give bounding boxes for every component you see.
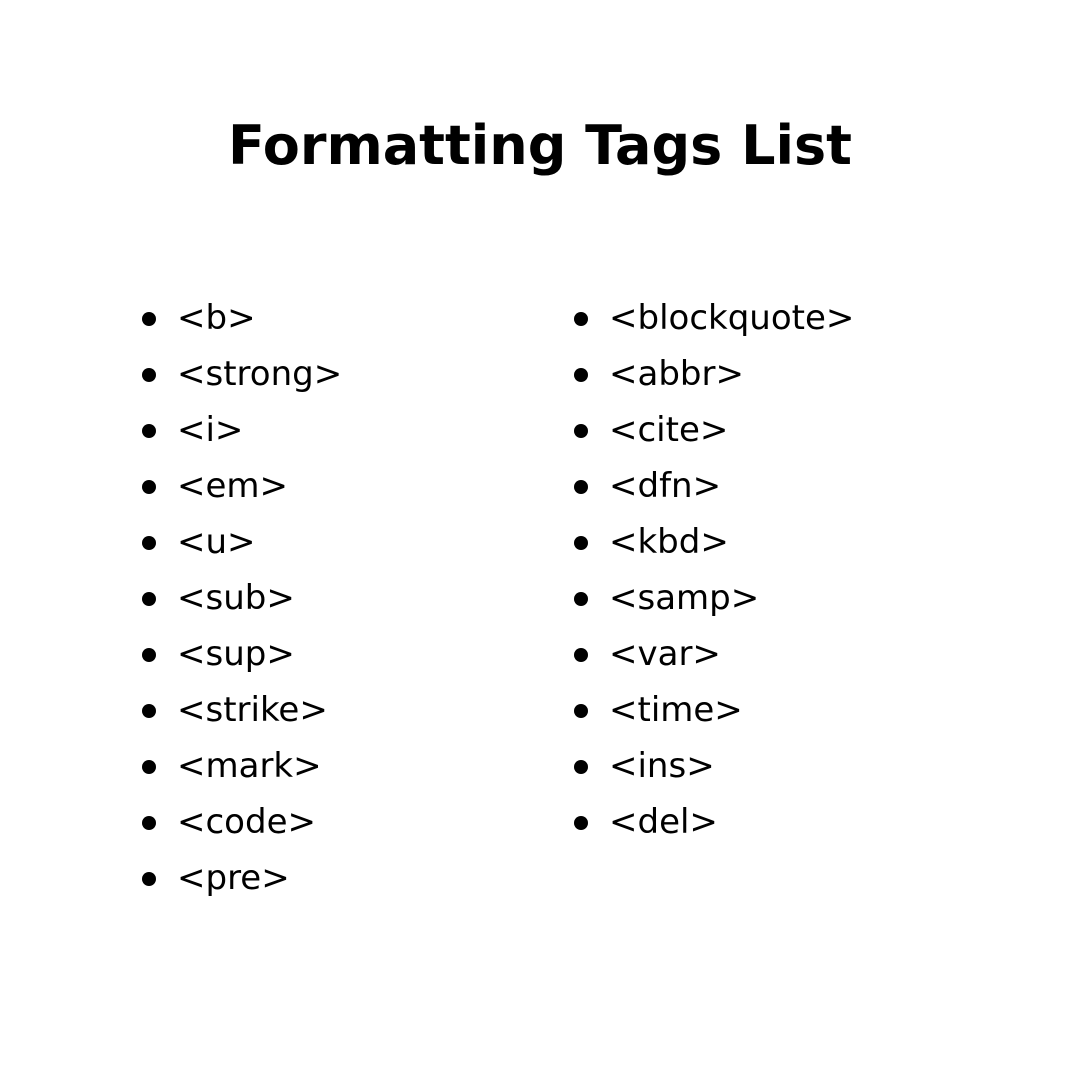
bullet-icon: [142, 424, 156, 438]
bullet-icon: [142, 816, 156, 830]
bullet-icon: [142, 648, 156, 662]
bullet-icon: [142, 480, 156, 494]
tag-label: <var>: [609, 634, 721, 674]
list-item: <pre>: [140, 850, 342, 906]
tag-list-left: <b> <strong> <i> <em> <u> <sub> <sup> <s…: [140, 290, 342, 906]
tag-list-right: <blockquote> <abbr> <cite> <dfn> <kbd> <…: [572, 290, 854, 850]
list-item: <b>: [140, 290, 342, 346]
bullet-icon: [574, 704, 588, 718]
bullet-icon: [142, 760, 156, 774]
tag-label: <del>: [609, 802, 718, 842]
list-item: <mark>: [140, 738, 342, 794]
bullet-icon: [142, 872, 156, 886]
list-item: <var>: [572, 626, 854, 682]
list-item: <samp>: [572, 570, 854, 626]
bullet-icon: [574, 368, 588, 382]
tag-label: <abbr>: [609, 354, 744, 394]
bullet-icon: [574, 592, 588, 606]
list-item: <strike>: [140, 682, 342, 738]
list-item: <em>: [140, 458, 342, 514]
bullet-icon: [574, 648, 588, 662]
tag-label: <ins>: [609, 746, 715, 786]
bullet-icon: [142, 704, 156, 718]
list-item: <cite>: [572, 402, 854, 458]
bullet-icon: [574, 480, 588, 494]
page-title: Formatting Tags List: [228, 114, 852, 177]
tag-label: <code>: [177, 802, 316, 842]
list-item: <u>: [140, 514, 342, 570]
list-item: <kbd>: [572, 514, 854, 570]
list-item: <ins>: [572, 738, 854, 794]
tag-label: <mark>: [177, 746, 322, 786]
bullet-icon: [142, 368, 156, 382]
tag-label: <i>: [177, 410, 244, 450]
list-item: <strong>: [140, 346, 342, 402]
tag-label: <sub>: [177, 578, 295, 618]
bullet-icon: [142, 536, 156, 550]
bullet-icon: [142, 592, 156, 606]
tag-label: <pre>: [177, 858, 290, 898]
list-item: <i>: [140, 402, 342, 458]
bullet-icon: [574, 760, 588, 774]
list-item: <del>: [572, 794, 854, 850]
tag-label: <strong>: [177, 354, 343, 394]
tag-label: <cite>: [609, 410, 729, 450]
tag-label: <dfn>: [609, 466, 722, 506]
bullet-icon: [574, 816, 588, 830]
bullet-icon: [574, 536, 588, 550]
tag-label: <b>: [177, 298, 256, 338]
list-item: <blockquote>: [572, 290, 854, 346]
tag-label: <kbd>: [609, 522, 729, 562]
list-item: <sub>: [140, 570, 342, 626]
tag-label: <sup>: [177, 634, 295, 674]
tag-label: <time>: [609, 690, 743, 730]
bullet-icon: [142, 312, 156, 326]
list-item: <time>: [572, 682, 854, 738]
tag-label: <strike>: [177, 690, 328, 730]
tag-label: <blockquote>: [609, 298, 855, 338]
tag-label: <em>: [177, 466, 289, 506]
tag-label: <samp>: [609, 578, 760, 618]
bullet-icon: [574, 312, 588, 326]
list-item: <dfn>: [572, 458, 854, 514]
bullet-icon: [574, 424, 588, 438]
list-item: <code>: [140, 794, 342, 850]
list-item: <sup>: [140, 626, 342, 682]
tag-label: <u>: [177, 522, 256, 562]
list-item: <abbr>: [572, 346, 854, 402]
